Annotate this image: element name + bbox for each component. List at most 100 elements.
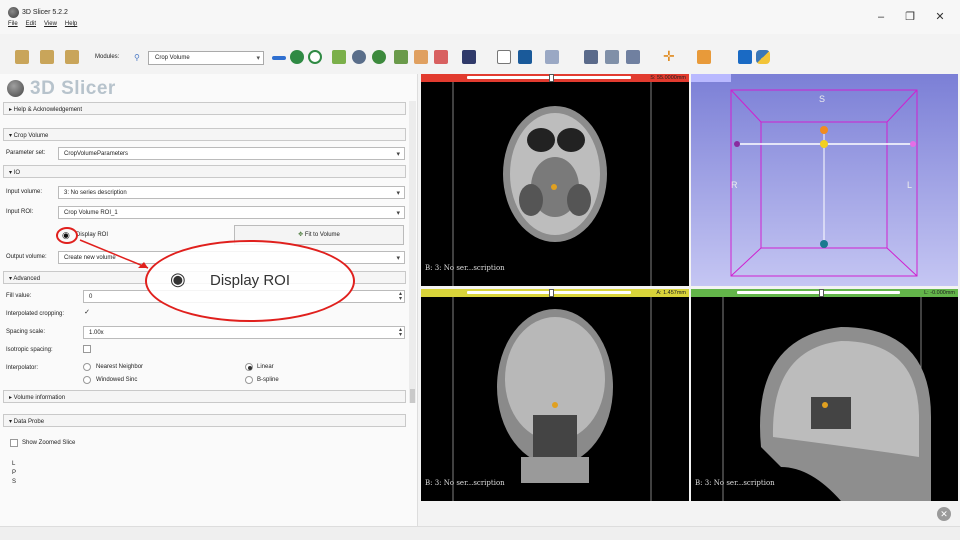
markups-module-icon[interactable] — [414, 50, 428, 64]
green-view-controller[interactable]: A: 1.457mm — [421, 289, 689, 297]
save-data-icon[interactable] — [65, 50, 79, 64]
spacing-scale-text: 1.00x — [89, 330, 104, 336]
3d-orient-l: L — [907, 180, 913, 190]
chevron-down-icon: ▾ — [396, 190, 400, 197]
input-roi-label: Input ROI: — [6, 209, 34, 215]
volume-information-section[interactable]: ▸ Volume information — [3, 390, 406, 403]
forward-arrow-icon[interactable] — [308, 50, 322, 64]
display-roi-label[interactable]: Display ROI — [76, 232, 109, 238]
3d-view-controller[interactable] — [691, 74, 731, 82]
maximize-button[interactable]: ❐ — [905, 11, 915, 23]
roi-box-render — [730, 89, 918, 277]
extension-manager-icon[interactable] — [738, 50, 752, 64]
data-probe-section[interactable]: ▾ Data Probe — [3, 414, 406, 427]
load-dicom-icon[interactable] — [40, 50, 54, 64]
view-controls-icon[interactable] — [626, 50, 640, 64]
scrollbar-thumb[interactable] — [410, 389, 415, 403]
callout-text: Display ROI — [210, 272, 291, 289]
crosshair-icon[interactable]: ✛ — [663, 48, 675, 64]
display-roi-highlight — [56, 227, 78, 244]
back-arrow-icon[interactable] — [290, 50, 304, 64]
radio-nearest-neighbor[interactable] — [83, 363, 91, 371]
minimize-button[interactable]: – — [877, 11, 885, 23]
sagittal-ct-image — [722, 297, 931, 501]
transforms-module-icon[interactable] — [394, 50, 408, 64]
interpolated-cropping-label: Interpolated cropping: — [6, 311, 65, 317]
menu-help[interactable]: Help — [64, 21, 78, 27]
b-spline-label[interactable]: B-spline — [257, 377, 279, 383]
input-roi-combo[interactable]: Crop Volume ROI_1 ▾ — [58, 206, 405, 219]
yellow-slice-slider[interactable] — [737, 291, 900, 294]
isotropic-spacing-checkbox[interactable] — [83, 345, 91, 353]
windowed-sinc-label[interactable]: Windowed Sinc — [96, 377, 138, 383]
pointer-mode-icon[interactable] — [497, 50, 511, 64]
green-slice-slider-handle[interactable] — [549, 289, 554, 297]
nearest-neighbor-label[interactable]: Nearest Neighbor — [96, 364, 144, 370]
python-console-icon[interactable] — [756, 50, 770, 64]
window-level-icon[interactable] — [605, 50, 619, 64]
yellow-slice-view[interactable]: L: -0.000mm B: 3: No ser...scription — [691, 289, 958, 501]
fit-to-volume-label: Fit to Volume — [304, 232, 340, 238]
interpolated-cropping-checkbox[interactable]: ✓ — [84, 309, 90, 316]
coronal-ct-image — [452, 297, 652, 501]
red-view-controller[interactable]: S: 55.0000mm — [421, 74, 689, 82]
spin-arrows-icon[interactable]: ▴ ▾ — [398, 291, 402, 302]
crop-volume-section[interactable]: ▾ Crop Volume — [3, 128, 406, 141]
models-module-icon[interactable] — [372, 50, 386, 64]
red-slice-offset: S: 55.0000mm — [650, 75, 686, 81]
help-section[interactable]: ▸ Help & Acknowledgement — [3, 102, 406, 115]
fit-to-volume-button[interactable]: ✥ Fit to Volume — [234, 225, 404, 245]
radio-b-spline[interactable] — [245, 376, 253, 384]
show-zoomed-slice-checkbox[interactable] — [10, 439, 18, 447]
radio-windowed-sinc[interactable] — [83, 376, 91, 384]
input-volume-combo[interactable]: 3: No series description ▾ — [58, 186, 405, 199]
slicer-logo-icon — [7, 80, 24, 97]
title-bar: 3D Slicer 5.2.2 – ❐ ✕ File Edit View Hel… — [0, 0, 960, 34]
main-toolbar — [0, 42, 960, 72]
status-bar — [0, 526, 960, 540]
3d-view[interactable]: S R L — [691, 74, 958, 286]
green-slice-view[interactable]: A: 1.457mm B: 3: No ser...scription — [421, 289, 689, 501]
error-log-icon[interactable]: ✕ — [937, 507, 951, 521]
menu-edit[interactable]: Edit — [25, 21, 37, 27]
show-zoomed-slice-label[interactable]: Show Zoomed Slice — [22, 440, 76, 446]
load-data-icon[interactable] — [15, 50, 29, 64]
ruler-icon[interactable] — [697, 50, 711, 64]
menu-file[interactable]: File — [8, 21, 18, 27]
module-selector[interactable]: Crop Volume — [148, 51, 264, 65]
spin-arrows-icon[interactable]: ▴ ▾ — [398, 327, 402, 338]
red-slice-view[interactable]: S: 55.0000mm B: 3: No ser...scription — [421, 74, 689, 286]
callout-arrow — [79, 239, 149, 269]
fit-icon: ✥ — [298, 232, 304, 238]
red-slice-slider-handle[interactable] — [549, 74, 554, 82]
crosshair-mode-icon[interactable] — [545, 50, 559, 64]
close-button[interactable]: ✕ — [935, 11, 945, 23]
parameter-set-label: Parameter set: — [6, 150, 46, 156]
menu-view[interactable]: View — [44, 21, 57, 27]
green-view-volume-label: B: 3: No ser...scription — [425, 479, 505, 487]
module-panel-scrollbar[interactable] — [409, 101, 416, 403]
input-volume-label: Input volume: — [6, 189, 43, 195]
probe-coord-l: L — [12, 461, 16, 467]
input-roi-value: Crop Volume ROI_1 — [64, 210, 118, 216]
module-search-icon[interactable]: ⚲ — [134, 53, 140, 62]
radio-linear[interactable] — [245, 363, 253, 371]
segment-editor-icon[interactable] — [434, 50, 448, 64]
module-history-icon[interactable] — [272, 56, 286, 60]
spacing-scale-input[interactable]: 1.00x ▴ ▾ — [83, 326, 405, 339]
red-view-volume-label: B: 3: No ser...scription — [425, 264, 505, 272]
chevron-down-icon: ▾ — [396, 210, 400, 217]
io-section[interactable]: ▾ IO — [3, 165, 406, 178]
layout-icon[interactable] — [462, 50, 476, 64]
parameter-set-combo[interactable]: CropVolumeParameters ▾ — [58, 147, 405, 160]
chevron-down-icon: ▾ — [396, 151, 400, 158]
data-module-icon[interactable] — [332, 50, 346, 64]
window-title: 3D Slicer 5.2.2 — [22, 9, 68, 16]
isotropic-spacing-label: Isotropic spacing: — [6, 347, 53, 353]
place-fiducial-icon[interactable] — [518, 50, 532, 64]
screenshot-icon[interactable] — [584, 50, 598, 64]
yellow-view-controller[interactable]: L: -0.000mm — [691, 289, 958, 297]
yellow-slice-slider-handle[interactable] — [819, 289, 824, 297]
linear-label[interactable]: Linear — [257, 364, 274, 370]
volumes-module-icon[interactable] — [352, 50, 366, 64]
